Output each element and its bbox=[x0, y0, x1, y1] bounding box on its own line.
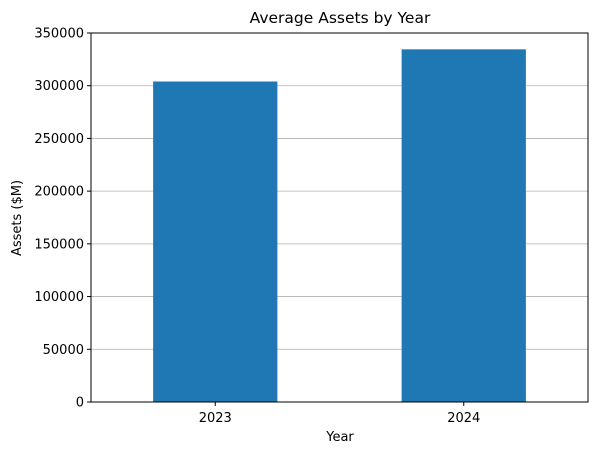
y-ticks: 0 50000 100000 150000 200000 250000 300000 3500… bbox=[34, 27, 91, 411]
x-ticks: 2023 2024 bbox=[199, 402, 480, 426]
y-tick-label: 300000 bbox=[34, 79, 84, 94]
axes bbox=[90, 32, 589, 403]
y-axis-label: Assets ($M) bbox=[10, 180, 25, 256]
plot-frame bbox=[90, 32, 589, 403]
bar-2024 bbox=[401, 49, 526, 402]
x-tick-label-2024: 2024 bbox=[447, 411, 480, 426]
x-tick-label-2023: 2023 bbox=[199, 411, 232, 426]
y-tick-label: 150000 bbox=[34, 237, 84, 252]
y-tick-label: 250000 bbox=[34, 132, 84, 147]
y-tick-label: 350000 bbox=[34, 27, 84, 42]
bars bbox=[153, 49, 526, 403]
bar-2023 bbox=[153, 81, 278, 403]
x-axis-label: Year bbox=[325, 430, 354, 445]
y-tick-label: 50000 bbox=[43, 343, 84, 358]
y-tick-label: 0 bbox=[76, 396, 84, 411]
y-tick-label: 100000 bbox=[34, 290, 84, 305]
y-tick-label: 200000 bbox=[34, 185, 84, 200]
chart-title: Average Assets by Year bbox=[250, 9, 431, 27]
